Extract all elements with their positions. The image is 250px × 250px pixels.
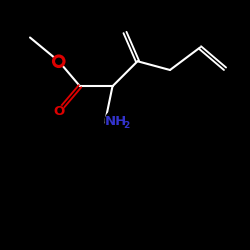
Text: NH: NH <box>105 115 127 128</box>
Circle shape <box>105 110 128 132</box>
Circle shape <box>53 106 64 117</box>
Text: 2: 2 <box>123 121 129 130</box>
Text: O: O <box>53 105 64 118</box>
Circle shape <box>54 56 64 66</box>
